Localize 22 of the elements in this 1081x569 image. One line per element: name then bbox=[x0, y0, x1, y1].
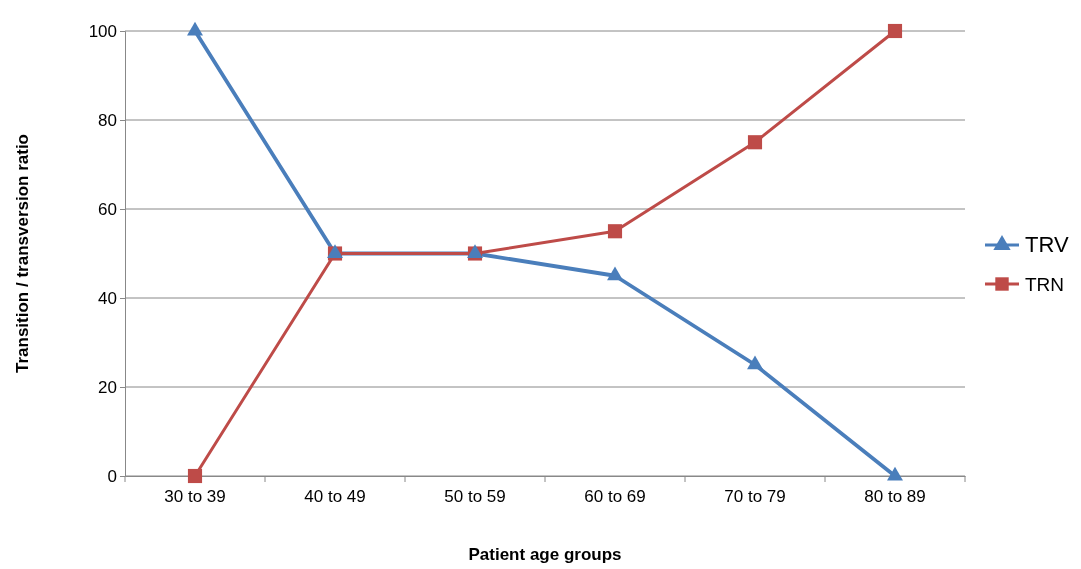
y-tick-label: 100 bbox=[88, 21, 117, 41]
y-tick-label: 80 bbox=[98, 110, 117, 130]
point bbox=[747, 135, 763, 150]
y-tick-label: 60 bbox=[98, 199, 117, 219]
y-tick-label: 20 bbox=[98, 377, 117, 397]
y-tick-label: 0 bbox=[107, 466, 117, 486]
x-tick-label: 60 to 69 bbox=[584, 487, 646, 507]
x-axis-title: Patient age groups bbox=[468, 545, 622, 564]
point bbox=[887, 466, 903, 481]
point bbox=[607, 266, 623, 281]
x-tick-label: 80 to 89 bbox=[864, 487, 926, 507]
x-tick-label: 70 to 79 bbox=[724, 487, 786, 507]
point bbox=[747, 355, 763, 370]
y-axis-title: Transition / transversion ratio bbox=[13, 133, 32, 374]
point bbox=[607, 224, 623, 239]
x-tick-label: 40 to 49 bbox=[304, 487, 366, 507]
legend-label: TRN bbox=[1025, 274, 1065, 295]
x-tick-label: 30 to 39 bbox=[164, 487, 226, 507]
y-tick-label: 40 bbox=[98, 288, 117, 308]
legend-label: TRV bbox=[1025, 232, 1069, 257]
x-tick-label: 50 to 59 bbox=[444, 487, 506, 507]
point bbox=[887, 23, 903, 39]
